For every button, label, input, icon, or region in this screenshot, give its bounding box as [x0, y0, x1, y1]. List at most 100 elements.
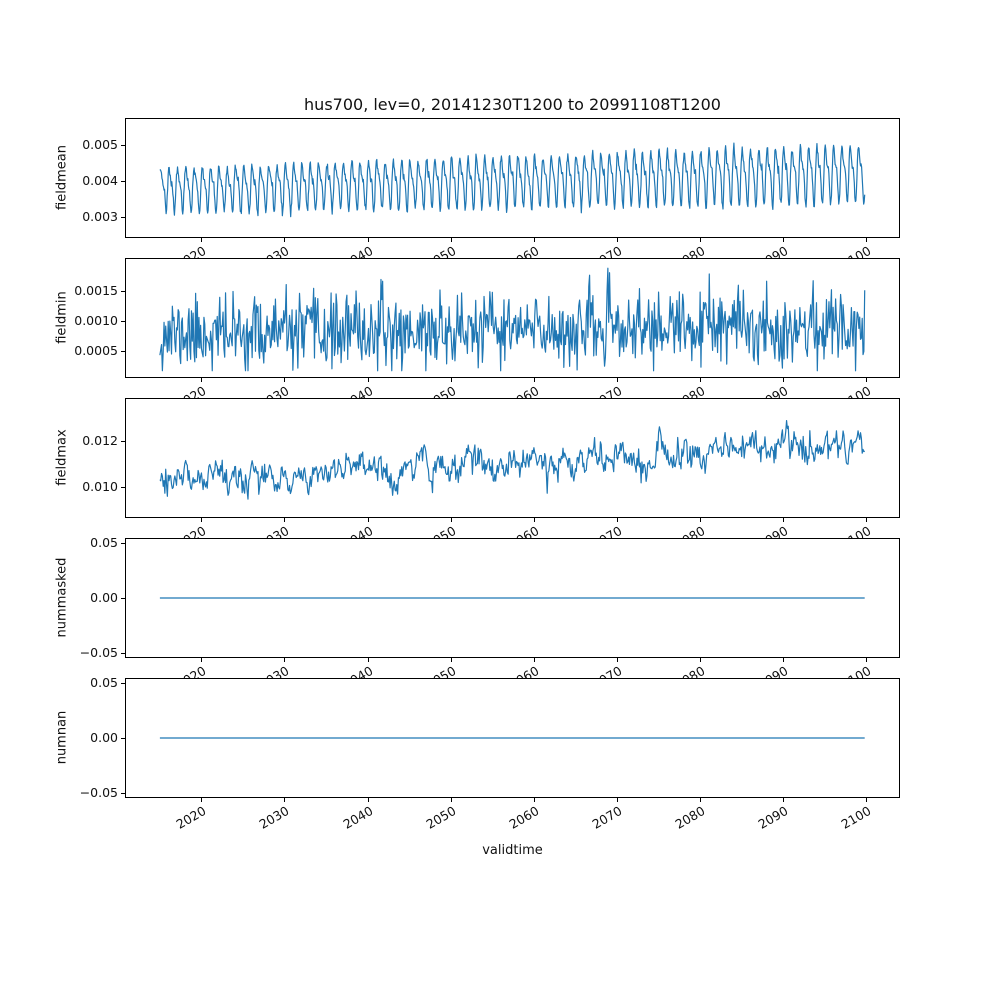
y-tick-mark: [121, 351, 125, 352]
x-tick-mark: [284, 518, 285, 522]
y-tick-mark: [121, 145, 125, 146]
y-tick-mark: [121, 793, 125, 794]
x-tick-mark: [368, 378, 369, 382]
x-tick-mark: [284, 378, 285, 382]
x-tick-mark: [368, 798, 369, 802]
y-tick-mark: [121, 291, 125, 292]
y-tick-label: −0.05: [79, 645, 118, 660]
x-tick-label: 2070: [589, 803, 625, 832]
axes-canvas: [125, 118, 900, 238]
y-tick-label: 0.004: [82, 173, 118, 188]
x-tick-mark: [201, 378, 202, 382]
x-tick-label: 2050: [423, 803, 459, 832]
y-tick-label: 0.010: [82, 479, 118, 494]
x-tick-label: 2020: [173, 803, 209, 832]
x-tick-mark: [700, 378, 701, 382]
y-tick-label: 0.0005: [74, 343, 118, 358]
y-tick-mark: [121, 441, 125, 442]
chart-title: hus700, lev=0, 20141230T1200 to 20991108…: [304, 95, 721, 114]
y-tick-label: 0.00: [90, 730, 118, 745]
y-tick-label: 0.0010: [74, 313, 118, 328]
y-tick-label: 0.00: [90, 590, 118, 605]
axes-canvas: [125, 398, 900, 518]
x-tick-mark: [451, 658, 452, 662]
x-tick-mark: [451, 798, 452, 802]
x-tick-mark: [451, 238, 452, 242]
x-tick-label: 2080: [672, 803, 708, 832]
x-tick-mark: [866, 378, 867, 382]
y-tick-mark: [121, 653, 125, 654]
axes-canvas: [125, 538, 900, 658]
x-tick-mark: [700, 798, 701, 802]
x-tick-mark: [534, 518, 535, 522]
x-tick-mark: [534, 658, 535, 662]
series-line-fieldmax: [159, 419, 866, 500]
subplot-fieldmin: [125, 258, 900, 378]
x-tick-mark: [534, 238, 535, 242]
y-axis-title-fieldmin: fieldmin: [54, 291, 70, 344]
y-tick-label: 0.005: [82, 137, 118, 152]
x-tick-label: 2030: [256, 803, 292, 832]
x-tick-mark: [783, 378, 784, 382]
x-axis-label: validtime: [482, 843, 543, 858]
x-tick-mark: [700, 238, 701, 242]
x-tick-mark: [866, 518, 867, 522]
y-axis-title-fieldmean: fieldmean: [54, 145, 70, 210]
subplot-fieldmax: [125, 398, 900, 518]
x-tick-mark: [617, 518, 618, 522]
x-tick-mark: [284, 798, 285, 802]
x-tick-mark: [866, 658, 867, 662]
x-tick-mark: [284, 238, 285, 242]
x-tick-mark: [866, 238, 867, 242]
axes-canvas: [125, 258, 900, 378]
x-tick-mark: [451, 518, 452, 522]
x-tick-mark: [783, 238, 784, 242]
y-tick-label: 0.003: [82, 209, 118, 224]
x-tick-mark: [201, 238, 202, 242]
y-tick-label: 0.05: [90, 675, 118, 690]
x-tick-mark: [783, 518, 784, 522]
x-tick-mark: [617, 798, 618, 802]
y-tick-mark: [121, 598, 125, 599]
x-tick-mark: [617, 658, 618, 662]
y-axis-title-fieldmax: fieldmax: [54, 429, 70, 486]
y-tick-mark: [121, 738, 125, 739]
subplot-fieldmean: [125, 118, 900, 238]
series-line-fieldmean: [159, 142, 866, 218]
y-tick-label: −0.05: [79, 785, 118, 800]
y-tick-mark: [121, 487, 125, 488]
axes-frame: [125, 538, 900, 658]
x-tick-mark: [284, 658, 285, 662]
series-line-fieldmin: [159, 267, 866, 372]
x-tick-mark: [201, 658, 202, 662]
x-tick-mark: [368, 518, 369, 522]
x-tick-mark: [451, 378, 452, 382]
x-tick-mark: [617, 378, 618, 382]
x-tick-label: 2040: [340, 803, 376, 832]
axes-canvas: [125, 678, 900, 798]
y-tick-mark: [121, 217, 125, 218]
y-axis-title-nummasked: nummasked: [54, 557, 70, 638]
x-tick-mark: [700, 518, 701, 522]
x-tick-label: 2090: [755, 803, 791, 832]
y-tick-mark: [121, 181, 125, 182]
x-tick-mark: [783, 798, 784, 802]
x-tick-mark: [534, 378, 535, 382]
y-tick-mark: [121, 683, 125, 684]
y-tick-label: 0.0015: [74, 283, 118, 298]
x-tick-label: 2060: [506, 803, 542, 832]
x-tick-mark: [201, 798, 202, 802]
x-tick-mark: [201, 518, 202, 522]
x-tick-mark: [368, 238, 369, 242]
subplot-nummasked: [125, 538, 900, 658]
axes-frame: [125, 678, 900, 798]
y-axis-title-numnan: numnan: [54, 710, 70, 765]
axes-frame: [125, 258, 900, 378]
x-tick-mark: [617, 238, 618, 242]
y-tick-mark: [121, 543, 125, 544]
x-tick-mark: [368, 658, 369, 662]
y-tick-label: 0.05: [90, 535, 118, 550]
x-tick-mark: [534, 798, 535, 802]
